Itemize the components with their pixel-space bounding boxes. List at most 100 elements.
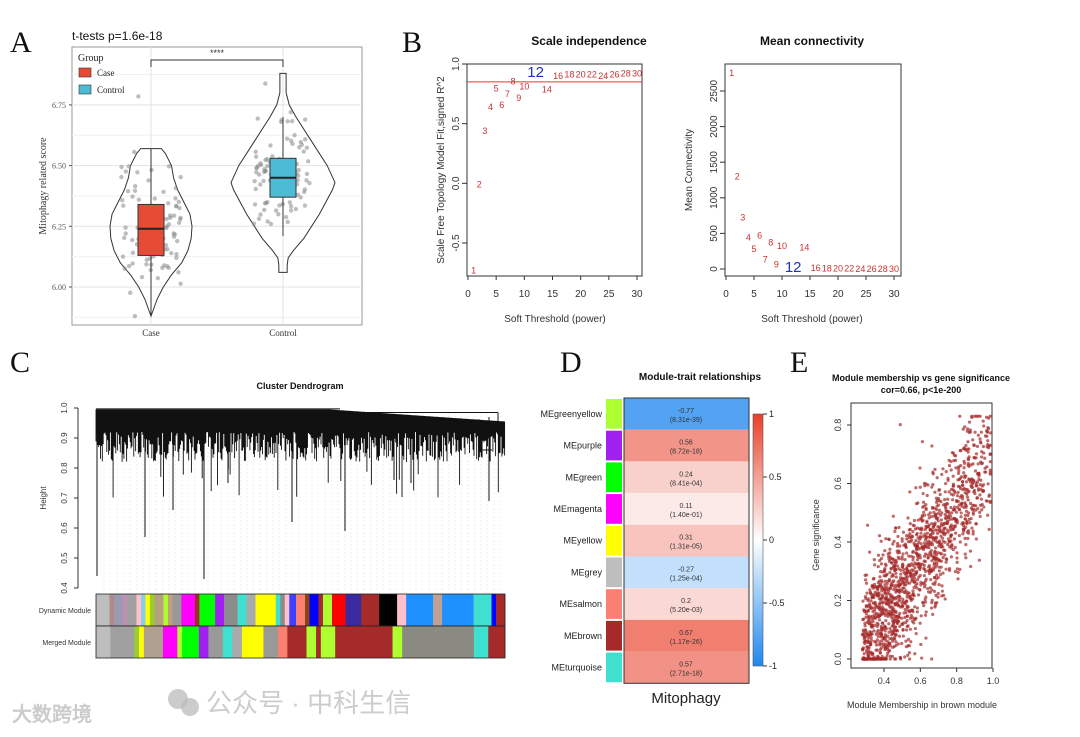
- scatter-point: [864, 657, 868, 661]
- scatter-point: [871, 609, 875, 614]
- module-color-swatch: [606, 494, 622, 524]
- scatter-point: [982, 505, 986, 509]
- data-point: [166, 201, 171, 206]
- scatter-point: [949, 468, 953, 472]
- scatter-point: [926, 553, 930, 557]
- scatter-point: [887, 609, 891, 614]
- data-point: [252, 202, 258, 207]
- scatter-point: [880, 628, 884, 632]
- scatter-point: [913, 652, 917, 656]
- scatter-point: [930, 522, 934, 526]
- scatter-point: [971, 532, 975, 536]
- scatter-point: [885, 654, 889, 658]
- scatter-point: [867, 614, 871, 618]
- correlation-value: 0.2: [681, 598, 691, 605]
- scatter-point: [988, 452, 992, 457]
- scatter-point: [905, 578, 909, 582]
- dynamic-module-segment: [345, 594, 362, 626]
- scatter-point: [889, 567, 893, 571]
- scatter-point: [967, 531, 971, 535]
- merged-module-frame: [95, 625, 506, 659]
- data-point: [163, 242, 169, 248]
- scatter-point: [960, 501, 964, 505]
- data-point: [253, 149, 258, 155]
- panel-label-c: C: [10, 346, 30, 379]
- scatter-point: [972, 443, 976, 447]
- scatter-point: [979, 478, 983, 482]
- scatter-point: [904, 620, 908, 625]
- scatter-point: [913, 566, 917, 570]
- scatter-point: [904, 628, 909, 632]
- scatter-point: [886, 634, 890, 638]
- scatter-point: [915, 610, 919, 614]
- scatter-point: [979, 430, 984, 434]
- scatter-point: [878, 575, 882, 579]
- scatter-point: [893, 635, 897, 639]
- scatter-point: [914, 551, 918, 555]
- scatter-point: [866, 597, 870, 601]
- scatter-point: [938, 492, 942, 497]
- scatter-point: [954, 510, 959, 514]
- scatter-point: [908, 616, 912, 620]
- scatter-point: [947, 540, 952, 544]
- scatter-point: [975, 444, 980, 449]
- scatter-point: [900, 641, 904, 646]
- scatter-point: [966, 529, 971, 533]
- scatter-point: [943, 498, 947, 502]
- scatter-point: [900, 537, 904, 541]
- y-tick-label: 0.8: [60, 462, 69, 474]
- scatter-point: [870, 614, 874, 618]
- merged-module-segment: [232, 626, 243, 658]
- data-point: [265, 219, 270, 224]
- scatter-point: [986, 416, 991, 420]
- data-point: [171, 213, 177, 218]
- power-label: 30: [889, 264, 899, 274]
- merged-module-segment: [134, 626, 140, 658]
- module-color-swatch: [606, 620, 622, 651]
- scatter-point: [974, 522, 978, 526]
- scatter-point: [895, 541, 900, 546]
- data-point: [284, 136, 290, 141]
- scatter-point: [894, 611, 898, 615]
- scatter-point: [962, 471, 966, 475]
- scatter-point: [863, 641, 867, 646]
- data-point: [277, 203, 282, 208]
- dynamic-module-segment: [442, 594, 474, 626]
- scatter-point: [957, 465, 961, 469]
- scatter-point: [910, 579, 914, 583]
- scatter-point: [931, 612, 935, 616]
- scatter-point: [915, 586, 919, 590]
- scatter-point: [887, 589, 891, 593]
- scatter-point: [927, 590, 931, 594]
- data-point: [175, 238, 180, 244]
- data-point: [273, 208, 279, 213]
- scatter-point: [895, 549, 899, 553]
- scatter-point: [862, 608, 866, 612]
- membership-significance-scatter: Module membership vs gene significance c…: [811, 373, 1010, 710]
- scatter-point: [960, 480, 965, 484]
- scatter-point: [957, 533, 961, 538]
- legend-label: Control: [97, 85, 125, 95]
- data-point: [168, 215, 173, 220]
- scatter-point: [988, 468, 992, 472]
- scatter-point: [924, 636, 928, 640]
- p-value: (8.41e-04): [670, 480, 702, 487]
- data-point: [174, 251, 179, 257]
- scatter-point: [932, 561, 937, 565]
- dynamic-module-segment: [331, 594, 346, 626]
- scatter-point: [914, 538, 918, 543]
- scatter-point: [975, 414, 979, 418]
- scatter-point: [974, 504, 978, 508]
- scatter-point: [921, 491, 925, 496]
- power-label: 3: [740, 213, 745, 223]
- scatter-point: [980, 508, 984, 512]
- scatter-point: [949, 505, 953, 510]
- power-label: 2: [477, 180, 482, 190]
- scatter-point: [946, 478, 950, 482]
- scatter-point: [977, 487, 981, 491]
- data-point: [177, 205, 182, 211]
- scatter-point: [875, 624, 879, 629]
- scatter-point: [953, 569, 958, 574]
- scatter-point: [984, 470, 988, 474]
